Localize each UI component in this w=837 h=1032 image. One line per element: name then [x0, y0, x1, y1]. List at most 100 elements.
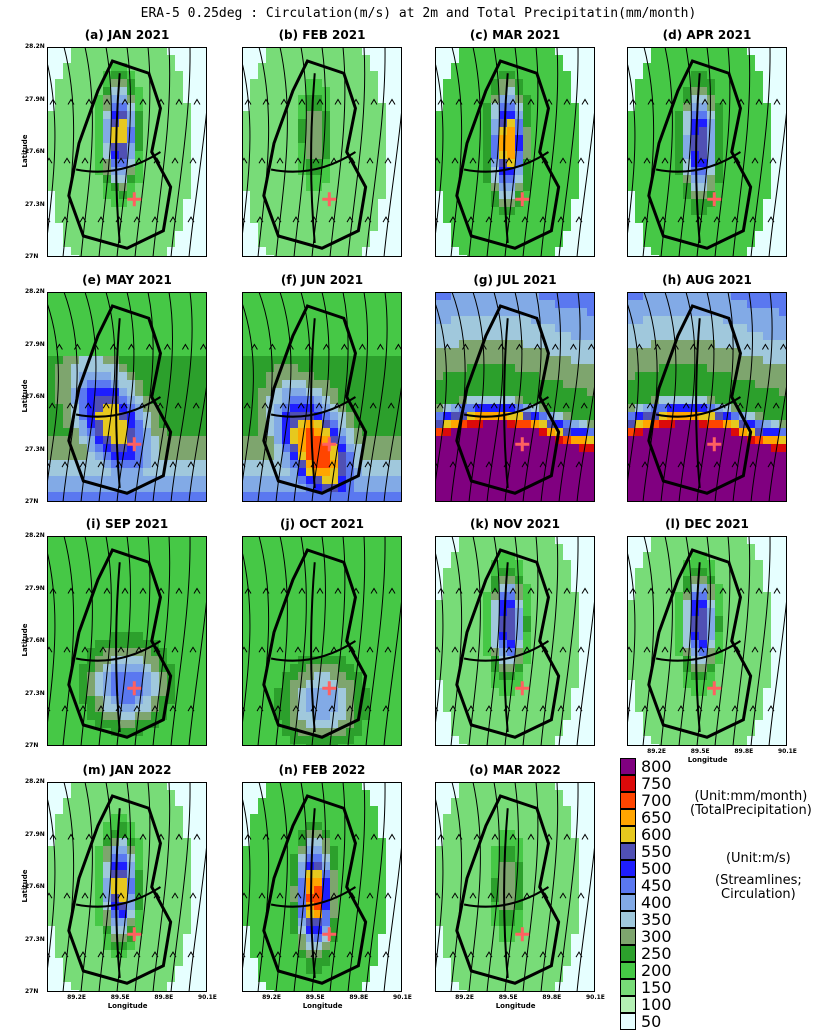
precip-cell [71, 468, 80, 477]
precip-cell [747, 380, 756, 389]
precip-cell [103, 47, 112, 56]
precip-cell [95, 380, 104, 389]
precip-cell [386, 404, 395, 413]
precip-cell [443, 111, 452, 120]
precip-cell [47, 428, 56, 437]
precip-cell [475, 468, 484, 477]
precip-cell [87, 468, 96, 477]
precip-cell [135, 167, 144, 176]
precip-cell [362, 47, 371, 56]
precip-cell [394, 71, 402, 80]
precip-cell [579, 300, 588, 309]
precip-cell [467, 292, 476, 301]
precip-cell [699, 87, 708, 96]
district-boundary [455, 59, 561, 250]
precip-cell [731, 428, 740, 437]
precip-cell [119, 404, 128, 413]
precip-cell [282, 239, 291, 248]
precip-cell [515, 71, 524, 80]
precip-cell [175, 380, 184, 389]
precip-cell [250, 484, 259, 493]
precip-cell [539, 167, 548, 176]
precip-cell [467, 47, 476, 56]
precip-cell [763, 372, 772, 381]
precip-cell [435, 103, 444, 112]
precip-cell [531, 183, 540, 192]
precip-cell [394, 127, 402, 136]
precip-cell [266, 476, 275, 485]
precip-cell [183, 444, 192, 453]
precip-cell [587, 127, 595, 136]
precip-cell [306, 492, 315, 501]
precip-cell [55, 372, 64, 381]
precip-cell [143, 600, 152, 609]
precip-cell [579, 380, 588, 389]
precip-cell [266, 231, 275, 240]
precip-cell [378, 183, 387, 192]
precip-cell [183, 324, 192, 333]
precip-cell [47, 388, 56, 397]
precip-cell [306, 300, 315, 309]
precip-cell [127, 300, 136, 309]
precip-cell [183, 468, 192, 477]
precip-cell [779, 300, 787, 309]
precip-cell [103, 468, 112, 477]
precip-cell [298, 396, 307, 405]
precip-cell [95, 55, 104, 64]
precip-cell [47, 167, 56, 176]
precip-cell [47, 239, 56, 248]
precip-cell [167, 79, 176, 88]
precip-cell [378, 316, 387, 325]
precip-cell [763, 103, 772, 112]
precip-cell [55, 151, 64, 160]
precip-cell [475, 47, 484, 56]
precip-cell [571, 444, 580, 453]
precip-cell [362, 348, 371, 357]
precip-cell [191, 340, 200, 349]
precip-cell [659, 71, 668, 80]
precip-cell [111, 584, 120, 593]
precip-cell [378, 175, 387, 184]
precip-cell [266, 95, 275, 104]
streamline-arrow [491, 98, 499, 105]
precip-cell [651, 183, 660, 192]
precip-cell [175, 476, 184, 485]
precip-cell [779, 247, 787, 256]
panel-title: (h) AUG 2021 [662, 273, 752, 287]
precip-cell [314, 492, 323, 501]
precip-cell [755, 308, 764, 317]
precip-cell [587, 151, 595, 160]
precip-cell [306, 71, 315, 80]
precip-cell [467, 79, 476, 88]
precip-cell [151, 584, 160, 593]
precip-cell [330, 47, 339, 56]
precip-cell [258, 231, 267, 240]
precip-cell [95, 600, 104, 609]
precip-cell [755, 380, 764, 389]
precip-cell [338, 468, 347, 477]
precip-cell [95, 544, 104, 553]
precip-cell [547, 231, 556, 240]
precip-cell [571, 239, 580, 248]
precip-cell [651, 55, 660, 64]
precip-cell [79, 640, 88, 649]
precip-cell [159, 444, 168, 453]
precip-cell [723, 364, 732, 373]
precip-cell [63, 592, 72, 601]
precip-cell [683, 444, 692, 453]
precip-cell [651, 372, 660, 381]
precip-cell [707, 55, 716, 64]
precip-cell [354, 452, 363, 461]
precip-cell [747, 316, 756, 325]
precip-cell [63, 356, 72, 365]
precip-cell [563, 316, 572, 325]
precip-cell [191, 191, 200, 200]
precip-cell [491, 79, 500, 88]
precip-cell [47, 396, 56, 405]
precip-cell [459, 167, 468, 176]
precip-cell [151, 356, 160, 365]
precip-cell [191, 63, 200, 72]
precip-cell [330, 348, 339, 357]
precip-cell [763, 380, 772, 389]
precip-cell [394, 412, 402, 421]
